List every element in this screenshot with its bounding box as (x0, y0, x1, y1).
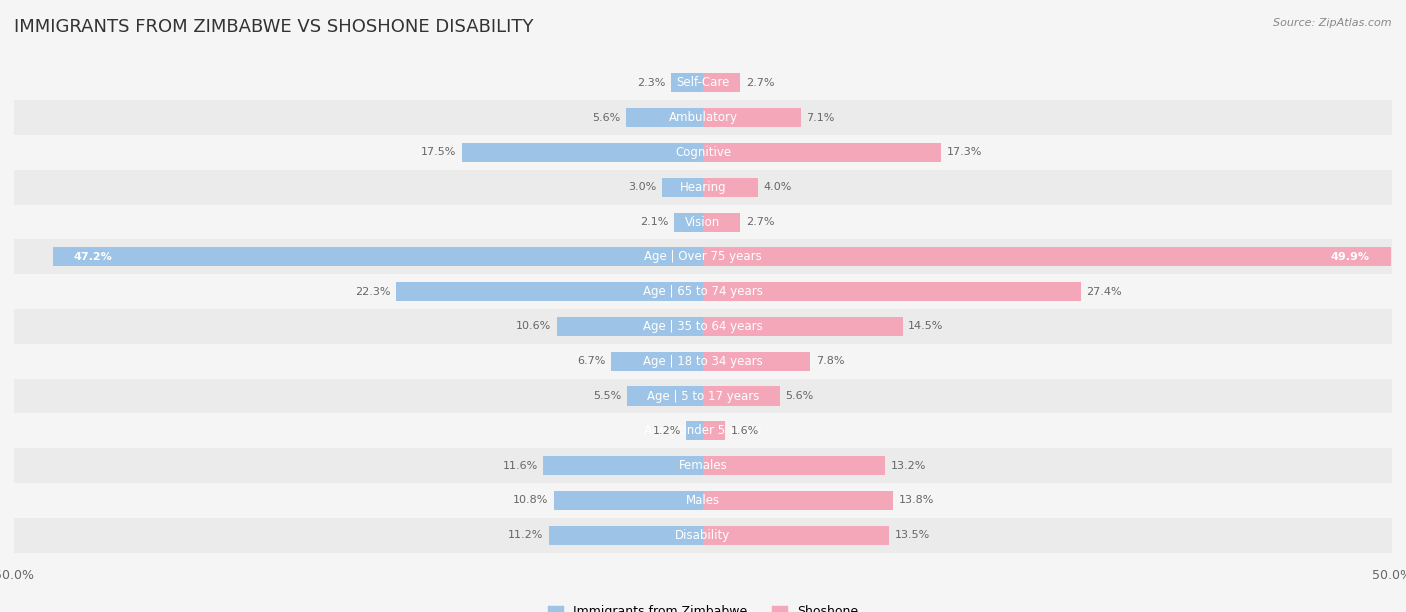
Bar (703, 108, 801, 127)
Bar (395, 282, 703, 301)
Bar (662, 177, 703, 197)
Text: 13.8%: 13.8% (898, 496, 934, 506)
Bar (14, 309, 1392, 344)
Text: 2.7%: 2.7% (745, 217, 775, 227)
Text: Disability: Disability (675, 529, 731, 542)
Text: 47.2%: 47.2% (73, 252, 112, 262)
Bar (703, 212, 740, 232)
Text: IMMIGRANTS FROM ZIMBABWE VS SHOSHONE DISABILITY: IMMIGRANTS FROM ZIMBABWE VS SHOSHONE DIS… (14, 18, 533, 36)
Text: 13.5%: 13.5% (894, 530, 929, 540)
Bar (14, 414, 1392, 448)
Bar (703, 421, 725, 441)
Bar (703, 456, 884, 475)
Text: 1.2%: 1.2% (652, 426, 681, 436)
Text: 14.5%: 14.5% (908, 321, 943, 332)
Text: Cognitive: Cognitive (675, 146, 731, 159)
Bar (703, 526, 889, 545)
Bar (461, 143, 703, 162)
Bar (557, 317, 703, 336)
Bar (14, 239, 1392, 274)
Bar (703, 247, 1391, 266)
Bar (703, 143, 942, 162)
Text: 5.6%: 5.6% (592, 113, 620, 122)
Text: 10.8%: 10.8% (513, 496, 548, 506)
Bar (14, 518, 1392, 553)
Bar (14, 65, 1392, 100)
Text: Age | Under 5 years: Age | Under 5 years (644, 424, 762, 438)
Text: 2.3%: 2.3% (637, 78, 666, 88)
Text: Self-Care: Self-Care (676, 76, 730, 89)
Bar (14, 204, 1392, 239)
Text: 1.6%: 1.6% (731, 426, 759, 436)
Text: 2.1%: 2.1% (640, 217, 669, 227)
Text: Vision: Vision (685, 215, 721, 228)
Text: Ambulatory: Ambulatory (668, 111, 738, 124)
Text: 5.5%: 5.5% (593, 391, 621, 401)
Text: 27.4%: 27.4% (1085, 286, 1122, 297)
Text: 4.0%: 4.0% (763, 182, 792, 192)
Text: 11.2%: 11.2% (508, 530, 543, 540)
Bar (14, 379, 1392, 414)
Text: Females: Females (679, 459, 727, 472)
Text: Males: Males (686, 494, 720, 507)
Bar (703, 177, 758, 197)
Text: 6.7%: 6.7% (576, 356, 605, 366)
Text: 7.8%: 7.8% (815, 356, 845, 366)
Bar (671, 73, 703, 92)
Text: Hearing: Hearing (679, 181, 727, 194)
Bar (703, 352, 810, 371)
Text: Age | 5 to 17 years: Age | 5 to 17 years (647, 390, 759, 403)
Bar (543, 456, 703, 475)
Bar (703, 386, 780, 406)
Bar (14, 170, 1392, 204)
Bar (14, 344, 1392, 379)
Text: 17.5%: 17.5% (420, 147, 457, 157)
Bar (14, 100, 1392, 135)
Text: 11.6%: 11.6% (502, 461, 537, 471)
Bar (14, 448, 1392, 483)
Bar (703, 73, 740, 92)
Bar (14, 135, 1392, 170)
Text: Age | 18 to 34 years: Age | 18 to 34 years (643, 355, 763, 368)
Bar (610, 352, 703, 371)
Text: 13.2%: 13.2% (890, 461, 925, 471)
Text: 5.6%: 5.6% (786, 391, 814, 401)
Text: Source: ZipAtlas.com: Source: ZipAtlas.com (1274, 18, 1392, 28)
Legend: Immigrants from Zimbabwe, Shoshone: Immigrants from Zimbabwe, Shoshone (543, 600, 863, 612)
Text: 49.9%: 49.9% (1331, 252, 1369, 262)
Text: 2.7%: 2.7% (745, 78, 775, 88)
Text: 7.1%: 7.1% (807, 113, 835, 122)
Text: Age | Over 75 years: Age | Over 75 years (644, 250, 762, 263)
Bar (52, 247, 703, 266)
Text: 22.3%: 22.3% (354, 286, 391, 297)
Text: 10.6%: 10.6% (516, 321, 551, 332)
Bar (703, 491, 893, 510)
Bar (554, 491, 703, 510)
Text: 17.3%: 17.3% (946, 147, 983, 157)
Bar (686, 421, 703, 441)
Bar (626, 108, 703, 127)
Bar (627, 386, 703, 406)
Bar (548, 526, 703, 545)
Bar (673, 212, 703, 232)
Text: Age | 65 to 74 years: Age | 65 to 74 years (643, 285, 763, 298)
Text: Age | 35 to 64 years: Age | 35 to 64 years (643, 320, 763, 333)
Bar (14, 483, 1392, 518)
Bar (703, 282, 1081, 301)
Bar (703, 317, 903, 336)
Text: 3.0%: 3.0% (628, 182, 657, 192)
Bar (14, 274, 1392, 309)
